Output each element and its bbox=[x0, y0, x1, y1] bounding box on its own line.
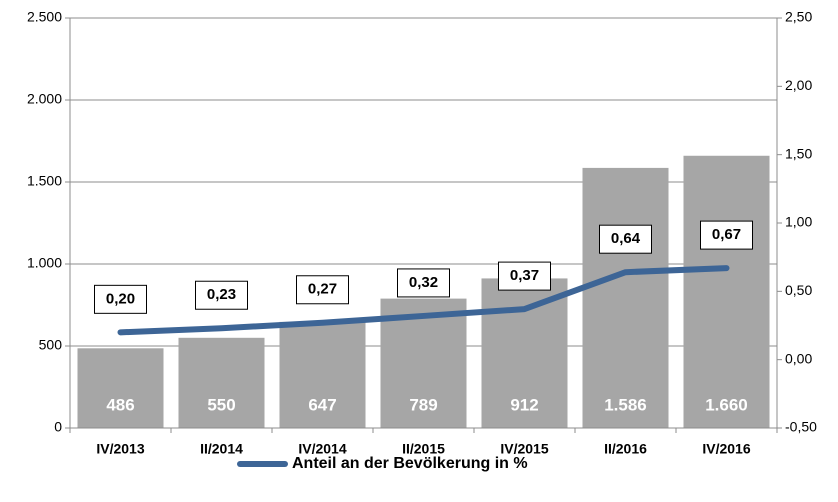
x-tick-label: IV/2014 bbox=[298, 441, 346, 457]
label-box bbox=[94, 284, 147, 314]
y-tick-label: 500 bbox=[39, 337, 63, 353]
bar-label: 1.586 bbox=[604, 395, 647, 414]
line bbox=[117, 265, 730, 336]
x-tick-label: II/2016 bbox=[604, 441, 647, 457]
label-box bbox=[498, 261, 551, 291]
bar bbox=[279, 321, 366, 428]
y2-tick-label: 1,00 bbox=[785, 214, 812, 230]
y2-tick-label: 0,00 bbox=[785, 350, 812, 366]
y2-tick-label: 0,50 bbox=[785, 282, 812, 298]
bar bbox=[178, 337, 265, 428]
bar-label: 550 bbox=[207, 395, 235, 414]
x-tick-label: IV/2015 bbox=[500, 441, 548, 457]
line-label: 0,67 bbox=[712, 226, 741, 243]
bar-label: 647 bbox=[308, 395, 336, 414]
label-box bbox=[397, 268, 450, 298]
x-tick-label: IV/2013 bbox=[96, 441, 144, 457]
x-tick-label: II/2014 bbox=[200, 441, 243, 457]
y-tick-label: 2.000 bbox=[27, 91, 62, 107]
y-tick-label: 1.500 bbox=[27, 173, 62, 189]
y2-tick-label: 1,50 bbox=[785, 145, 812, 161]
label-box bbox=[195, 280, 248, 310]
y2-tick-label: 2,00 bbox=[785, 77, 812, 93]
line-label: 0,20 bbox=[106, 290, 135, 307]
bar bbox=[77, 348, 164, 428]
line-label: 0,23 bbox=[207, 286, 236, 303]
y2-tick-label: 2,50 bbox=[785, 9, 812, 25]
bar-label: 912 bbox=[510, 395, 538, 414]
y-tick-label: 0 bbox=[54, 419, 62, 435]
x-tick-label: IV/2016 bbox=[702, 441, 750, 457]
label-box bbox=[296, 275, 349, 305]
bar-label: 1.660 bbox=[705, 395, 748, 414]
line-label: 0,64 bbox=[611, 230, 641, 247]
x-tick-label: II/2015 bbox=[402, 441, 445, 457]
label-box bbox=[599, 224, 652, 254]
line-label: 0,37 bbox=[510, 267, 539, 284]
bar-label: 486 bbox=[106, 395, 134, 414]
bar bbox=[683, 155, 770, 428]
bar-label: 789 bbox=[409, 395, 437, 414]
bar bbox=[481, 278, 568, 428]
line-label: 0,32 bbox=[409, 274, 438, 291]
label-box bbox=[700, 220, 753, 250]
line-label: 0,27 bbox=[308, 281, 337, 298]
y-tick-label: 2.500 bbox=[27, 9, 62, 25]
y-tick-label: 1.000 bbox=[27, 255, 62, 271]
y2-tick-label: -0,50 bbox=[785, 419, 817, 435]
bar bbox=[582, 167, 669, 428]
legend-label: Anteil an der Bevölkerung in % bbox=[292, 455, 528, 472]
